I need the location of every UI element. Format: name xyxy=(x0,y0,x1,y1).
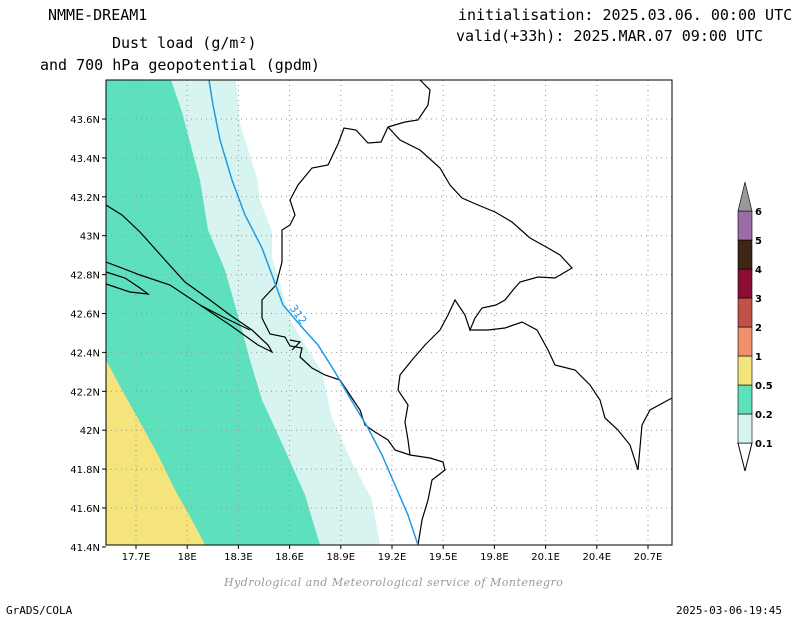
lat-tick-label: 42N xyxy=(80,426,100,437)
geopotential-contour-312 xyxy=(208,80,419,545)
legend-swatch xyxy=(737,181,753,212)
lon-tick-label: 18E xyxy=(178,552,197,563)
lat-tick-label: 43.6N xyxy=(70,115,100,126)
legend-swatch xyxy=(737,326,753,357)
legend-label: 6 xyxy=(755,207,762,218)
dust-band-0.5 xyxy=(106,360,205,545)
lon-tick-label: 20.7E xyxy=(634,552,663,563)
border-east xyxy=(387,126,573,456)
lon-tick-labels: 17.7E 18E 18.3E 18.6E 18.9E 19.2E 19.5E 19.8E 20… xyxy=(122,545,663,563)
color-legend: 0.1 0.2 0.5 1 2 3 4 5 6 xyxy=(737,181,773,472)
lat-tick-label: 43N xyxy=(80,232,100,243)
lon-tick-label: 19.8E xyxy=(480,552,509,563)
peljesac-peninsula xyxy=(106,204,274,354)
legend-label: 0.5 xyxy=(755,381,773,392)
lon-tick-label: 18.9E xyxy=(327,552,356,563)
lon-tick-label: 20.4E xyxy=(583,552,612,563)
lat-tick-label: 42.8N xyxy=(70,271,100,282)
korcula-island xyxy=(106,271,151,295)
legend-swatch xyxy=(737,355,753,386)
lat-tick-label: 41.6N xyxy=(70,504,100,515)
lon-tick-label: 18.6E xyxy=(275,552,304,563)
lat-tick-label: 41.4N xyxy=(70,543,100,554)
legend-label: 0.1 xyxy=(755,439,773,450)
lat-tick-label: 42.4N xyxy=(70,348,100,359)
legend-label: 2 xyxy=(755,323,762,334)
legend-swatch xyxy=(737,384,753,415)
legend-arrow-low xyxy=(737,442,753,472)
bay-kotor xyxy=(289,339,302,351)
lon-tick-label: 19.5E xyxy=(429,552,458,563)
legend-swatch xyxy=(737,297,753,328)
render-timestamp: 2025-03-06-19:45 xyxy=(676,604,782,617)
init-time: initialisation: 2025.03.06. 00:00 UTC xyxy=(458,6,793,24)
mljet-island xyxy=(199,304,251,331)
border-kosovo xyxy=(470,321,639,471)
legend-label: 4 xyxy=(755,265,762,276)
map-title-line2: and 700 hPa geopotential (gpdm) xyxy=(40,56,320,74)
software-label: GrADS/COLA xyxy=(6,604,73,617)
lat-tick-label: 43.4N xyxy=(70,154,100,165)
lon-tick-label: 20.1E xyxy=(531,552,560,563)
legend-label: 5 xyxy=(755,236,762,247)
lon-tick-label: 18.3E xyxy=(224,552,253,563)
legend-swatch xyxy=(737,268,753,299)
lat-tick-label: 43.2N xyxy=(70,193,100,204)
lon-tick-label: 17.7E xyxy=(122,552,151,563)
border-albania-east xyxy=(637,397,672,471)
border-north xyxy=(281,80,431,231)
map-frame xyxy=(105,79,673,546)
lat-tick-label: 42.6N xyxy=(70,310,100,321)
coastline-borders xyxy=(106,80,672,545)
legend-swatch xyxy=(737,239,753,270)
credit-text: Hydrological and Meteorological service … xyxy=(224,576,564,589)
legend-label: 1 xyxy=(755,352,762,363)
lat-tick-label: 42.2N xyxy=(70,387,100,398)
map-title-line1: Dust load (g/m²) xyxy=(112,34,257,52)
lat-tick-label: 41.8N xyxy=(70,465,100,476)
legend-label: 3 xyxy=(755,294,762,305)
dust-fill-layer xyxy=(106,80,672,545)
model-name: NMME-DREAM1 xyxy=(48,6,148,24)
lat-tick-labels: 43.6N 43.4N 43.2N 43N 42.8N 42.6N 42.4N 42.2N 42… xyxy=(70,115,106,554)
coast-montenegro xyxy=(261,230,446,545)
lon-tick-label: 19.2E xyxy=(378,552,407,563)
legend-swatch xyxy=(737,413,753,444)
dust-band-0.2 xyxy=(106,80,320,545)
legend-label: 0.2 xyxy=(755,410,773,421)
legend-swatch xyxy=(737,210,753,241)
valid-time: valid(+33h): 2025.MAR.07 09:00 UTC xyxy=(456,27,764,45)
